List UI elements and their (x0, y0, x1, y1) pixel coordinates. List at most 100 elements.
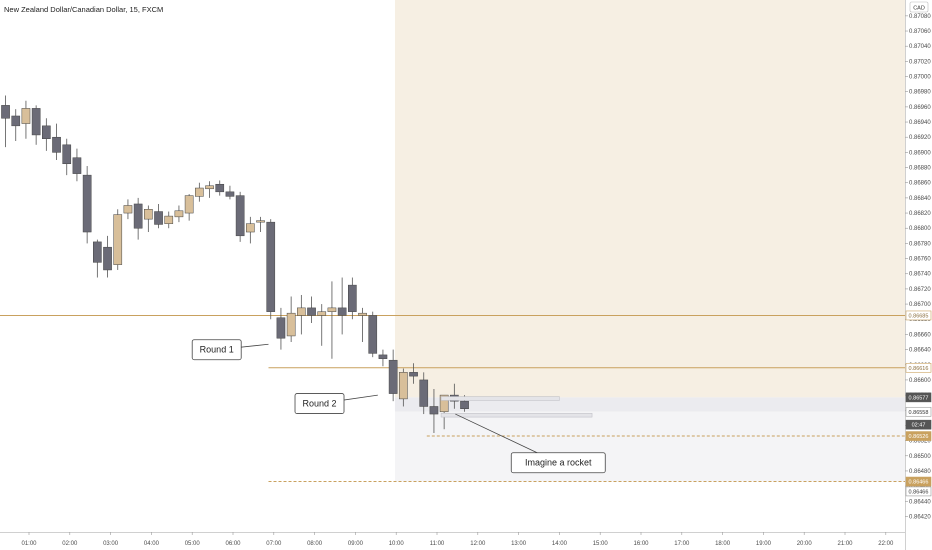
candle-body (205, 185, 214, 190)
candle[interactable] (317, 304, 327, 346)
grey-zone-lower (394, 411, 905, 482)
candle[interactable] (195, 182, 204, 202)
candle[interactable] (62, 138, 72, 176)
candle[interactable] (184, 194, 194, 221)
candle[interactable] (409, 363, 418, 384)
callout-box (191, 339, 242, 361)
candle[interactable] (286, 296, 296, 343)
price-badge-box (905, 392, 932, 403)
candle[interactable] (388, 349, 398, 402)
candle[interactable] (52, 123, 61, 160)
price-tick-label: 0.86960 (909, 105, 931, 111)
candle[interactable] (429, 389, 439, 434)
price-tick-label: 0.86600 (909, 378, 931, 384)
candle[interactable] (215, 180, 225, 196)
candle-body (93, 241, 102, 263)
candle-body (1, 105, 10, 119)
candle[interactable] (378, 349, 388, 367)
projection-bar-upper (440, 396, 560, 401)
candle[interactable] (113, 209, 123, 270)
candle[interactable] (174, 205, 184, 223)
candle-body (368, 315, 378, 354)
candle[interactable] (31, 105, 41, 145)
candle-body (378, 354, 388, 359)
candle-body (317, 311, 327, 316)
candle[interactable] (1, 95, 10, 148)
currency-badge: CAD (909, 1, 929, 13)
candle[interactable] (123, 199, 133, 220)
callouts-layer[interactable]: Round 1 Round 2 Imagine a rocket (191, 339, 606, 474)
candle[interactable] (348, 277, 357, 320)
candle[interactable] (154, 203, 163, 229)
candle-body (337, 307, 347, 316)
round-1-callout[interactable]: Round 1 (191, 339, 269, 361)
price-tick-label: 0.86480 (909, 469, 931, 475)
price-badge: 0.86577 (905, 392, 932, 403)
time-tick-label: 10:00 (389, 541, 405, 547)
candle[interactable] (297, 294, 306, 335)
candle[interactable] (205, 181, 214, 198)
candle[interactable] (11, 109, 21, 142)
candle[interactable] (266, 219, 276, 320)
price-tick-label: 0.86920 (909, 135, 931, 141)
time-tick-label: 15:00 (593, 541, 609, 547)
time-tick-label: 21:00 (837, 541, 853, 547)
candle[interactable] (327, 281, 337, 359)
candle[interactable] (358, 307, 367, 343)
candle[interactable] (144, 205, 153, 233)
candle-body (62, 144, 72, 165)
rocket-callout[interactable]: Imagine a rocket (455, 413, 606, 474)
time-tick-label: 04:00 (144, 541, 160, 547)
time-tick-label: 03:00 (103, 541, 119, 547)
round-2-callout[interactable]: Round 2 (294, 393, 378, 414)
candle[interactable] (368, 311, 378, 358)
candle[interactable] (72, 148, 82, 182)
candle-body (82, 174, 92, 233)
price-badge-label: 0.86577 (909, 395, 929, 401)
candle[interactable] (337, 277, 347, 335)
candle[interactable] (307, 296, 316, 324)
time-tick-label: 13:00 (511, 541, 527, 547)
callout-box (294, 393, 345, 414)
candle-body (11, 115, 21, 127)
candle[interactable] (419, 372, 429, 415)
candle-body (164, 215, 174, 224)
candle-body (52, 136, 61, 153)
price-tick-label: 0.86840 (909, 196, 931, 202)
candle[interactable] (276, 307, 286, 350)
candle[interactable] (42, 118, 51, 151)
price-badge-label: 0.86466 (909, 480, 929, 486)
candle-body (256, 220, 265, 223)
price-badge-label: 0.86685 (909, 313, 929, 319)
chart-title: New Zealand Dollar/Canadian Dollar, 15, … (4, 5, 163, 14)
time-tick-label: 14:00 (552, 541, 568, 547)
price-tick-label: 0.87080 (909, 14, 931, 20)
candle[interactable] (235, 191, 245, 242)
candle[interactable] (93, 239, 102, 278)
price-tick-label: 0.86520 (909, 439, 931, 445)
price-tick-label: 0.86880 (909, 166, 931, 172)
candle[interactable] (21, 100, 31, 139)
candle[interactable] (246, 216, 255, 244)
candle[interactable] (133, 197, 143, 240)
candle[interactable] (225, 185, 235, 200)
candle[interactable] (256, 216, 265, 233)
candle[interactable] (103, 235, 112, 278)
candle[interactable] (164, 211, 174, 229)
time-tick-label: 07:00 (266, 541, 282, 547)
candle[interactable] (82, 166, 92, 244)
candle-body (195, 187, 204, 197)
callout-box (510, 452, 606, 474)
candle[interactable] (439, 394, 449, 430)
price-tick-label: 0.86780 (909, 241, 931, 247)
callout-text: Round 2 (303, 399, 337, 409)
candle-body (327, 307, 337, 312)
candle[interactable] (399, 368, 408, 407)
candle-body (276, 317, 286, 339)
candles-layer[interactable] (0, 80, 469, 434)
price-badge-label: 0.86558 (909, 410, 929, 416)
time-tick-label: 02:00 (62, 541, 78, 547)
beige-zone (394, 0, 905, 398)
